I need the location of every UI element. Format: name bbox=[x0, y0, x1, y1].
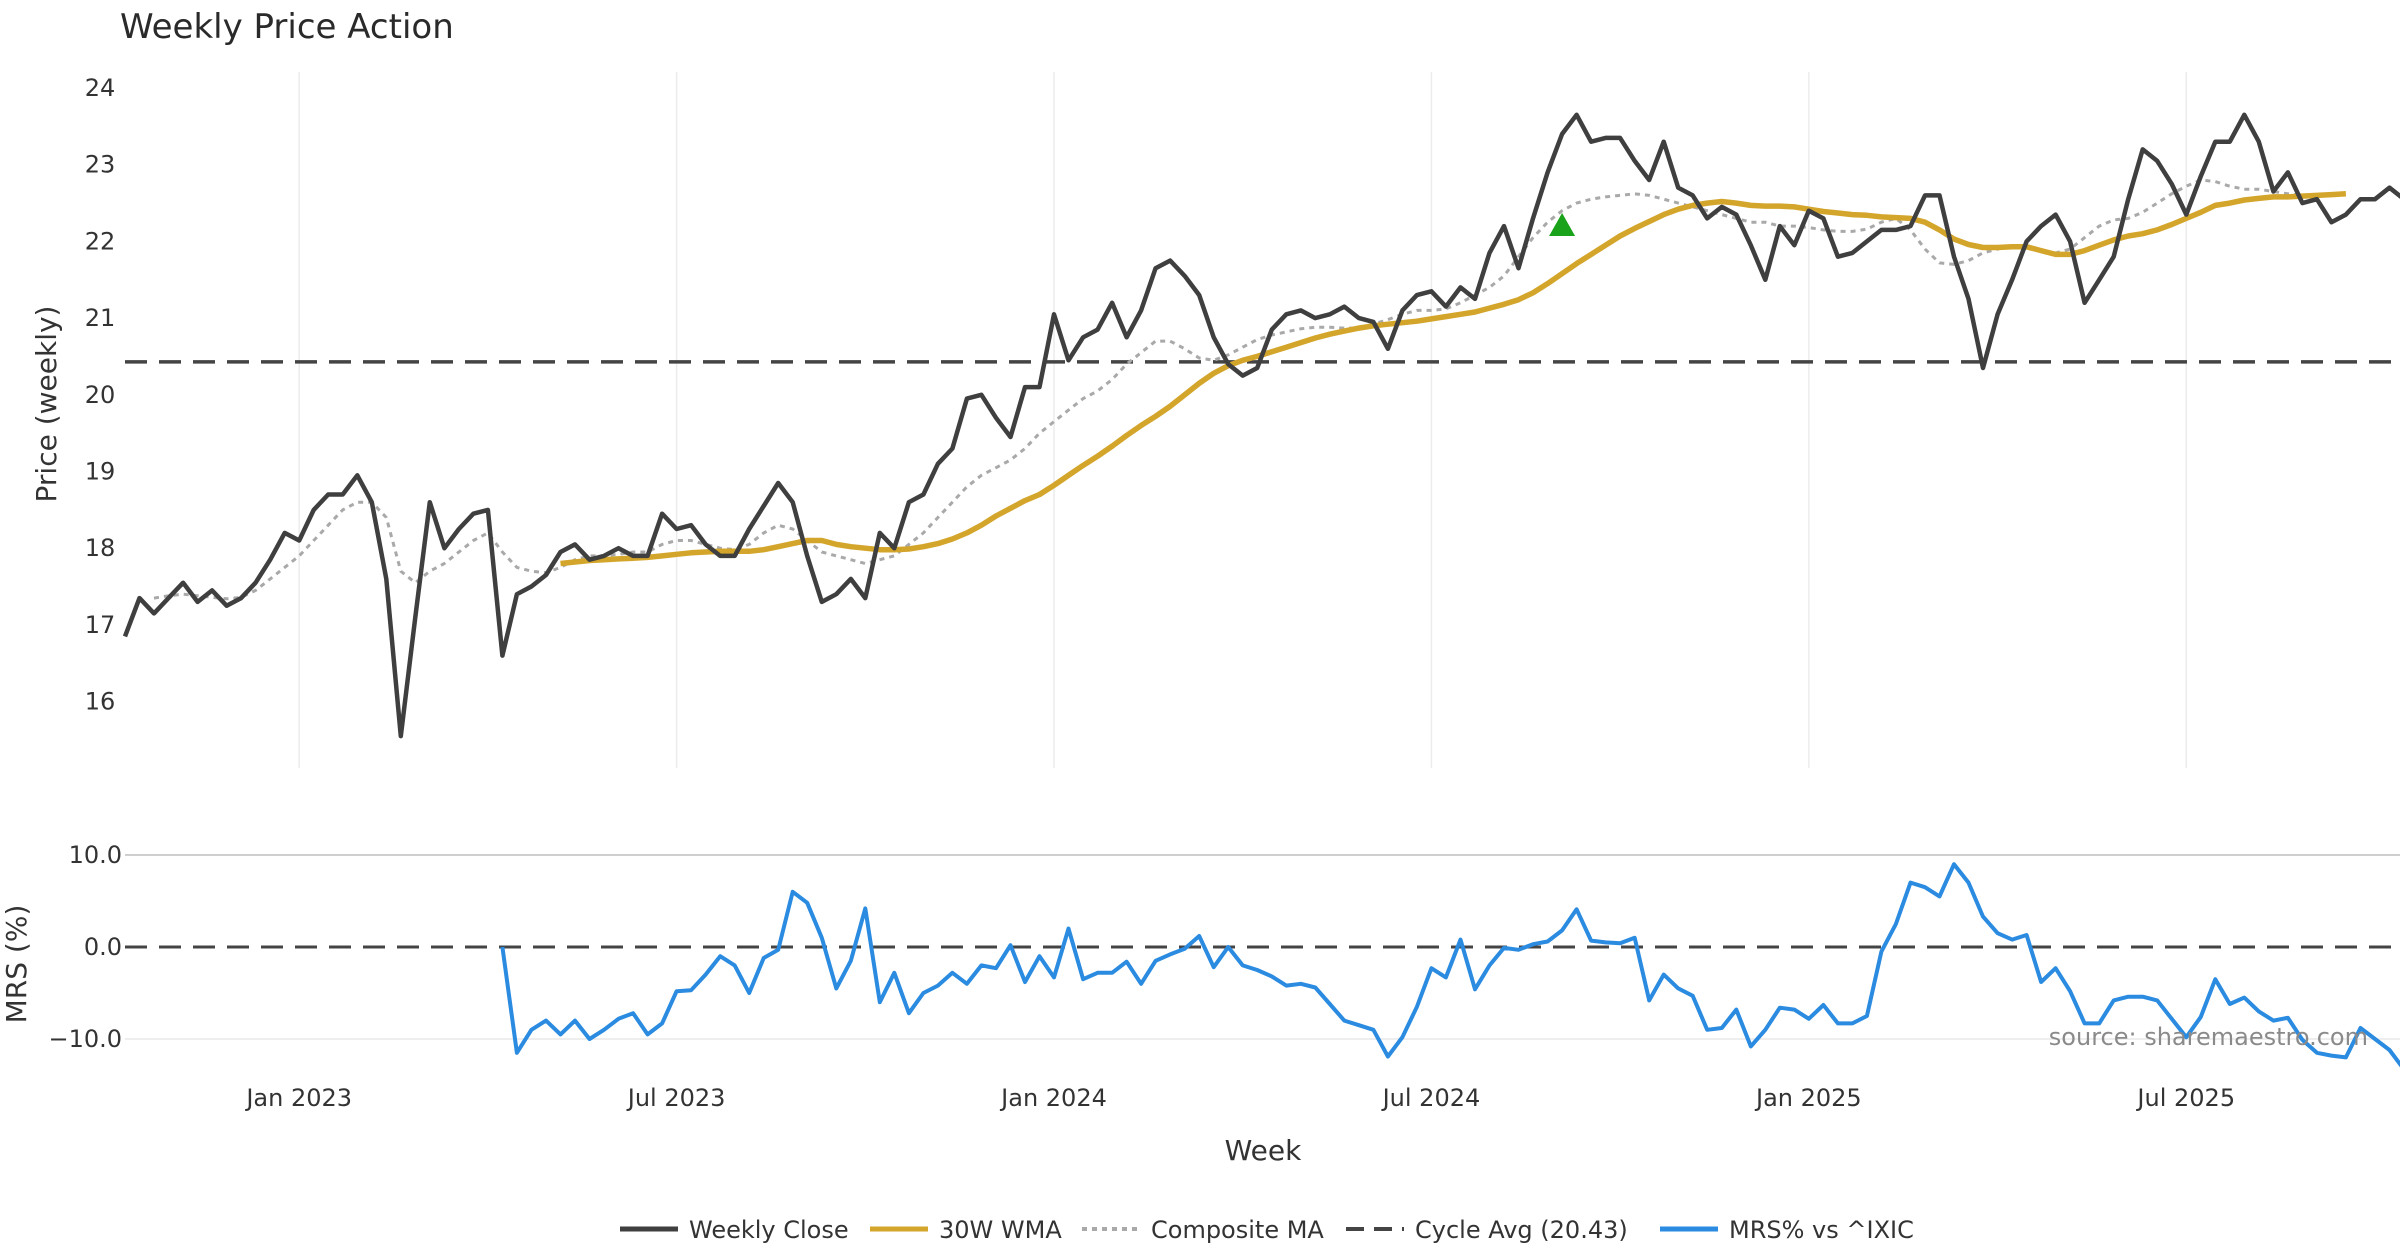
x-tick-label: Jul 2025 bbox=[2135, 1084, 2235, 1112]
price-y-tick-label: 16 bbox=[85, 688, 116, 716]
signal-triangle-marker bbox=[1549, 213, 1576, 237]
x-tick-label: Jul 2023 bbox=[626, 1084, 726, 1112]
price-series bbox=[122, 112, 2400, 739]
legend-label: Cycle Avg (20.43) bbox=[1415, 1216, 1628, 1244]
price-y-ticks: 16 17 18 19 20 21 22 23 24 bbox=[85, 74, 116, 716]
mrs-y-tick-label: 0.0 bbox=[84, 933, 122, 961]
legend-item: Composite MA bbox=[1082, 1216, 1324, 1244]
legend-label: Composite MA bbox=[1151, 1216, 1324, 1244]
weekly-close-line bbox=[122, 112, 2400, 739]
legend-item: 30W WMA bbox=[870, 1216, 1062, 1244]
price-gridlines bbox=[298, 72, 2188, 768]
price-y-tick-label: 22 bbox=[85, 227, 116, 255]
x-tick-label: Jan 2025 bbox=[1754, 1084, 1862, 1112]
legend-label: 30W WMA bbox=[939, 1216, 1062, 1244]
mrs-line bbox=[500, 862, 2400, 1068]
mrs-gridlines bbox=[125, 854, 2400, 1040]
price-y-tick-label: 20 bbox=[85, 381, 116, 409]
x-axis-title: Week bbox=[1225, 1134, 1302, 1167]
legend-label: Weekly Close bbox=[689, 1216, 849, 1244]
chart-legend: Weekly Close 30W WMA Composite MA Cycle Avg… bbox=[620, 1216, 1914, 1244]
legend-item: Cycle Avg (20.43) bbox=[1346, 1216, 1628, 1244]
legend-item: Weekly Close bbox=[620, 1216, 849, 1244]
price-y-tick-label: 18 bbox=[85, 534, 116, 562]
mrs-y-tick-label: −10.0 bbox=[48, 1025, 122, 1053]
mrs-y-tick-label: 10.0 bbox=[69, 841, 122, 869]
x-tick-label: Jul 2024 bbox=[1381, 1084, 1481, 1112]
mrs-panel: 10.0 0.0 −10.0 MRS (%) source: sharemaestr… bbox=[0, 841, 2400, 1068]
legend-item: MRS% vs ^IXIC bbox=[1660, 1216, 1914, 1244]
price-y-tick-label: 23 bbox=[85, 151, 116, 179]
price-y-tick-label: 19 bbox=[85, 458, 116, 486]
mrs-series bbox=[500, 862, 2400, 1068]
source-note: source: sharemaestro.com bbox=[2049, 1023, 2368, 1051]
price-y-tick-label: 24 bbox=[85, 74, 116, 102]
price-y-axis-title: Price (weekly) bbox=[30, 306, 63, 503]
x-tick-label: Jan 2024 bbox=[999, 1084, 1107, 1112]
x-tick-label: Jan 2023 bbox=[244, 1084, 352, 1112]
price-y-tick-label: 21 bbox=[85, 304, 116, 332]
wma-30w-line bbox=[560, 191, 2347, 567]
mrs-y-axis-title: MRS (%) bbox=[0, 905, 33, 1024]
chart-title: Weekly Price Action bbox=[120, 7, 454, 47]
mrs-y-ticks: 10.0 0.0 −10.0 bbox=[48, 841, 122, 1053]
composite-ma-line bbox=[153, 178, 2303, 601]
price-y-tick-label: 17 bbox=[85, 611, 116, 639]
price-panel: 16 17 18 19 20 21 22 23 24 Price (weekly) bbox=[30, 72, 2400, 768]
legend-label: MRS% vs ^IXIC bbox=[1729, 1216, 1914, 1244]
x-axis-ticks: Jan 2023 Jul 2023 Jan 2024 Jul 2024 Jan 2025… bbox=[244, 1084, 2235, 1112]
